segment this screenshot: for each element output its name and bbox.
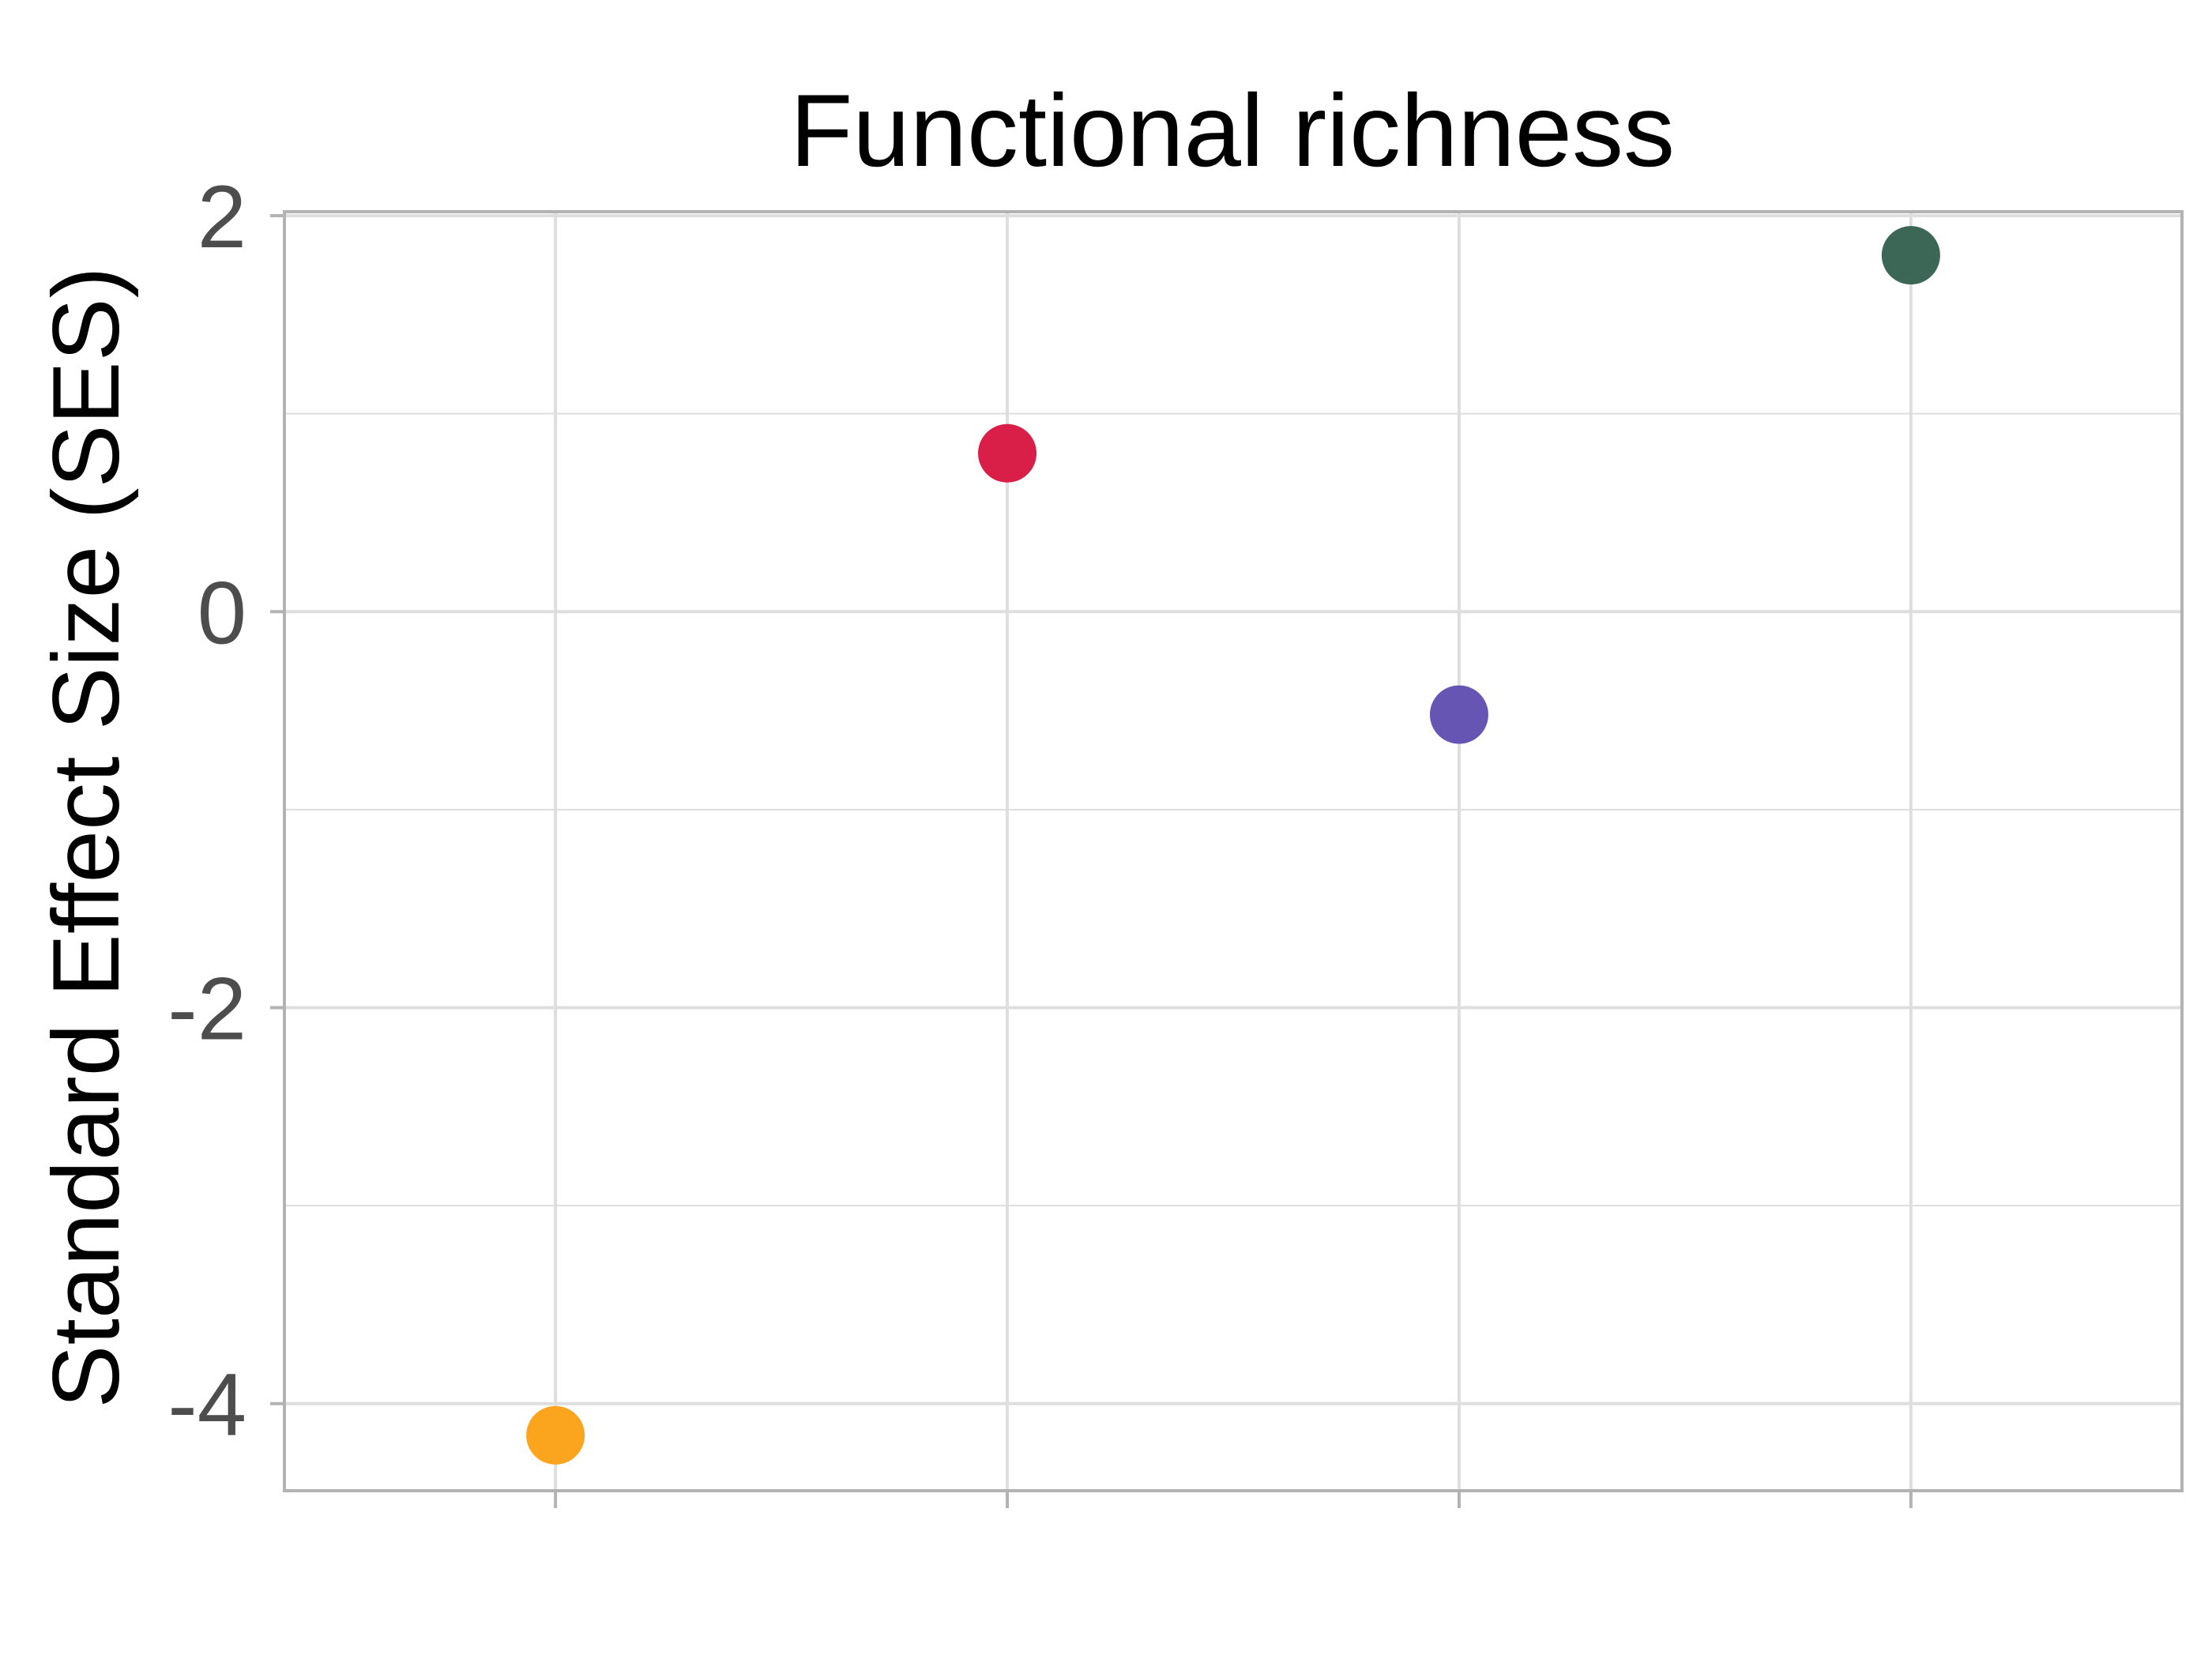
points-layer <box>526 226 1940 1465</box>
data-point <box>526 1405 585 1465</box>
y-tick-label: 2 <box>198 167 246 266</box>
chart-title: Functional richness <box>790 73 1675 188</box>
y-axis-label: Standard Effect Size (SES) <box>33 266 139 1408</box>
axis-layer: 2 0 -2 -4 <box>167 167 2184 1508</box>
y-tick-label: 0 <box>198 563 246 662</box>
y-tick-label: -4 <box>167 1356 246 1454</box>
data-point <box>1429 685 1488 744</box>
data-point <box>1881 226 1940 285</box>
y-tick-label: -2 <box>167 959 246 1058</box>
panel-border <box>283 210 2184 1492</box>
data-point <box>978 423 1037 483</box>
grid-layer <box>284 212 2182 1491</box>
